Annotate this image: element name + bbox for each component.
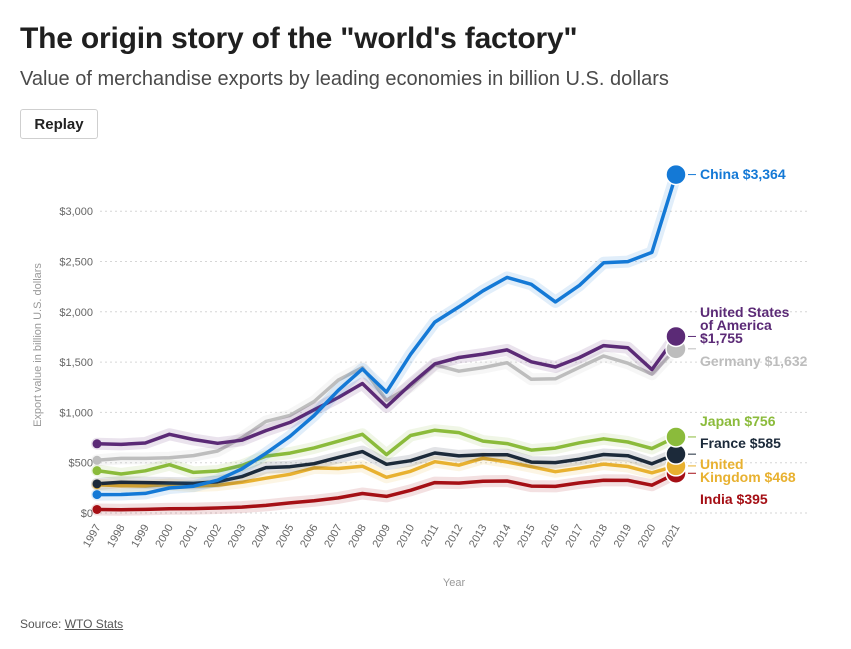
x-axis-ticks: 1997 1998 1999 2000 2001 2002 2003 2004 2005 2006…: [81, 523, 683, 550]
x-tick-label: 2001: [177, 523, 200, 550]
x-tick-label: 2020: [636, 523, 659, 550]
x-axis-label: Year: [443, 577, 466, 589]
x-tick-label: 2003: [226, 523, 249, 550]
x-tick-label: 2004: [250, 523, 273, 550]
source-prefix: Source:: [20, 617, 65, 631]
series-line-united-states-of-america: [95, 334, 678, 447]
y-axis-ticks: $0 $500 $1,000 $1,500 $2,000 $2,500 $3,000: [59, 206, 93, 520]
end-label-united-kingdom: United Kingdom $468: [700, 456, 796, 485]
end-label-china: China $3,364: [700, 166, 786, 182]
x-tick-label: 2019: [612, 523, 635, 550]
end-label-france: France $585: [700, 435, 781, 451]
start-point-united-states-of-america: [92, 439, 102, 449]
y-tick-label: $2,000: [59, 307, 93, 319]
x-tick-label: 2010: [395, 523, 418, 550]
x-tick-label: 1997: [81, 523, 104, 550]
start-point-china: [92, 490, 102, 500]
x-tick-label: 2015: [515, 523, 538, 550]
series-line-china: [95, 172, 678, 497]
x-tick-label: 2000: [153, 523, 176, 550]
gridlines: [100, 210, 810, 514]
source-link[interactable]: WTO Stats: [64, 617, 124, 631]
series-line-germany: [95, 347, 678, 463]
end-label-india: India $395: [700, 491, 768, 507]
end-label-united-states-of-america: United States of America $1,755: [700, 304, 790, 346]
replay-button[interactable]: Replay: [20, 109, 98, 139]
line-chart: $0 $500 $1,000 $1,500 $2,000 $2,500 $3,000 199…: [32, 163, 810, 589]
source-note: Source: WTO Stats: [20, 617, 123, 631]
end-point-japan: [665, 426, 687, 448]
series-line-india: [95, 471, 678, 512]
x-tick-label: 2021: [660, 523, 683, 550]
start-point-japan: [92, 466, 102, 476]
chart-subtitle: Value of merchandise exports by leading …: [20, 68, 669, 90]
end-point-united-states-of-america: [665, 325, 687, 348]
y-tick-label: $2,500: [59, 257, 93, 269]
x-tick-label: 2011: [419, 523, 441, 549]
end-point-china: [665, 163, 687, 186]
x-tick-label: 2016: [539, 523, 562, 550]
end-label-japan: Japan $756: [700, 413, 776, 429]
series-lines: [91, 168, 682, 516]
x-tick-label: 2008: [346, 523, 369, 550]
start-point-india: [92, 504, 102, 514]
y-tick-label: $500: [69, 458, 93, 470]
y-axis-label: Export value in billion U.S. dollars: [32, 263, 44, 427]
y-tick-label: $1,500: [59, 357, 93, 369]
end-label-germany: Germany $1,632: [700, 353, 808, 369]
series-endpoints: [92, 163, 687, 514]
x-tick-label: 2012: [443, 523, 466, 550]
x-tick-label: 2018: [588, 523, 611, 550]
x-tick-label: 2014: [491, 523, 514, 550]
series-labels: India $395 United Kingdom $468 France $585 J…: [688, 166, 808, 507]
chart-title: The origin story of the "world's factory…: [20, 22, 578, 55]
y-tick-label: $3,000: [59, 206, 93, 218]
series-line-france: [95, 449, 678, 486]
y-tick-label: $0: [81, 508, 93, 520]
x-tick-label: 2009: [370, 523, 393, 550]
series-line-japan: [95, 428, 678, 476]
y-tick-label: $1,000: [59, 407, 93, 419]
start-point-france: [92, 479, 102, 489]
x-tick-label: 2007: [322, 523, 345, 550]
x-tick-label: 1999: [129, 523, 152, 550]
x-tick-label: 2006: [298, 523, 321, 550]
x-tick-label: 2013: [467, 523, 490, 550]
x-tick-label: 1998: [105, 523, 128, 550]
start-point-germany: [92, 455, 102, 465]
x-tick-label: 2002: [202, 523, 225, 550]
x-tick-label: 2017: [563, 523, 586, 550]
x-tick-label: 2005: [274, 523, 297, 550]
